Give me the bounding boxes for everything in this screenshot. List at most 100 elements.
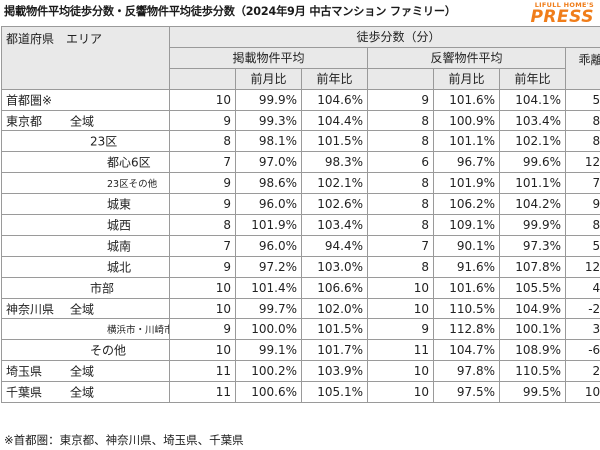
inquiry-walk-cell: 11 xyxy=(367,339,434,362)
listed-mom-cell: 98.6% xyxy=(235,172,302,195)
listed-walk-cell: 10 xyxy=(169,276,236,299)
inquiry-walk-cell: 8 xyxy=(367,214,434,236)
inquiry-mom-cell: 97.5% xyxy=(433,381,500,404)
area-label: 市部 xyxy=(90,281,115,296)
gap-rate-cell: 12.4% xyxy=(564,255,600,278)
region-cell: 城東 xyxy=(1,193,170,216)
listed-yoy-cell: 103.4% xyxy=(301,214,368,236)
gap-rate-cell: 8.3% xyxy=(564,130,600,153)
listed-walk-cell: 10 xyxy=(169,88,236,111)
listed-walk-cell: 11 xyxy=(169,360,236,383)
inquiry-walk-cell: 8 xyxy=(367,255,434,278)
listed-walk-cell: 8 xyxy=(169,214,236,236)
region-cell: 埼玉県 全域 xyxy=(1,360,170,383)
gap-rate-cell: 7.5% xyxy=(564,172,600,195)
gap-rate-cell: -6.1% xyxy=(564,339,600,362)
logo-top: LIFULL HOME'S xyxy=(534,1,594,9)
inquiry-mom-cell: 106.2% xyxy=(433,193,500,216)
prefecture-label: 埼玉県 xyxy=(6,364,43,379)
inquiry-walk-cell: 10 xyxy=(367,381,434,404)
gap-rate-cell: 9.6% xyxy=(564,193,600,216)
subarea-label: 23区その他 xyxy=(107,179,158,191)
gap-rate-cell: 8.6% xyxy=(564,214,600,236)
inquiry-yoy-cell: 99.5% xyxy=(499,381,566,404)
listed-yoy-cell: 101.7% xyxy=(301,339,368,362)
inquiry-mom-cell: 90.1% xyxy=(433,234,500,257)
listed-mom-cell: 101.4% xyxy=(235,276,302,299)
listed-yoy-cell: 102.6% xyxy=(301,193,368,216)
inquiry-mom-cell: 101.6% xyxy=(433,276,500,299)
header-mom-2: 前月比 xyxy=(433,67,500,90)
listed-yoy-cell: 104.4% xyxy=(301,109,368,132)
listed-yoy-cell: 105.1% xyxy=(301,381,368,404)
subarea-label: 城北 xyxy=(107,260,132,275)
area-label: 全域 xyxy=(70,385,95,400)
gap-rate-cell: -2.9% xyxy=(564,297,600,320)
listed-yoy-cell: 102.1% xyxy=(301,172,368,195)
brand-logo: LIFULL HOME'S PRESS xyxy=(530,1,594,26)
header-walk: 徒歩分数（分） xyxy=(168,26,600,48)
prefecture-label: 首都圏※ xyxy=(6,93,53,108)
listed-yoy-cell: 103.0% xyxy=(301,255,368,278)
inquiry-yoy-cell: 99.9% xyxy=(499,214,566,236)
listed-mom-cell: 97.2% xyxy=(235,255,302,278)
header-mom: 前月比 xyxy=(235,67,302,90)
listed-walk-cell: 11 xyxy=(169,381,236,404)
table-row: 城北 997.2%103.0%891.6%107.8%12.4% xyxy=(1,255,600,278)
gap-rate-cell: 5.6% xyxy=(564,234,600,257)
header-inquiry: 反響物件平均 xyxy=(367,46,566,69)
gap-rate-cell: 8.4% xyxy=(564,109,600,132)
inquiry-mom-cell: 101.6% xyxy=(433,88,500,111)
listed-walk-cell: 9 xyxy=(169,318,236,341)
inquiry-walk-cell: 8 xyxy=(367,193,434,216)
inquiry-yoy-cell: 104.1% xyxy=(499,88,566,111)
region-cell: 城北 xyxy=(1,255,170,278)
area-label: 23区 xyxy=(90,134,118,149)
inquiry-mom-cell: 91.6% xyxy=(433,255,500,278)
subarea-label: 城西 xyxy=(107,218,132,233)
inquiry-yoy-cell: 101.1% xyxy=(499,172,566,195)
listed-walk-cell: 9 xyxy=(169,193,236,216)
inquiry-mom-cell: 100.9% xyxy=(433,109,500,132)
header-listed: 掲載物件平均 xyxy=(169,46,368,69)
listed-walk-cell: 8 xyxy=(169,130,236,153)
region-cell: 23区その他 xyxy=(1,172,170,195)
subarea-label: 都心6区 xyxy=(107,155,151,170)
prefecture-label: 東京都 xyxy=(6,114,43,128)
gap-rate-cell: 4.8% xyxy=(564,276,600,299)
region-cell: 千葉県 全域 xyxy=(1,381,170,404)
inquiry-mom-cell: 101.9% xyxy=(433,172,500,195)
prefecture-label: 千葉県 xyxy=(6,385,43,400)
inquiry-walk-cell: 8 xyxy=(367,109,434,132)
gap-rate-cell: 12.1% xyxy=(564,151,600,174)
inquiry-yoy-cell: 110.5% xyxy=(499,360,566,383)
subarea-label: 城東 xyxy=(107,197,132,212)
gap-rate-cell: 5.3% xyxy=(564,88,600,111)
region-cell: 神奈川県 全域 xyxy=(1,297,170,320)
listed-walk-cell: 7 xyxy=(169,234,236,257)
inquiry-yoy-cell: 97.3% xyxy=(499,234,566,257)
listed-mom-cell: 99.1% xyxy=(235,339,302,362)
inquiry-walk-cell: 7 xyxy=(367,234,434,257)
header-blank-2 xyxy=(367,67,434,90)
inquiry-walk-cell: 10 xyxy=(367,276,434,299)
inquiry-mom-cell: 97.8% xyxy=(433,360,500,383)
region-cell: 首都圏※ xyxy=(1,88,170,111)
listed-walk-cell: 9 xyxy=(169,172,236,195)
inquiry-walk-cell: 10 xyxy=(367,360,434,383)
walk-time-table: 都道府県 エリア 徒歩分数（分） 掲載物件平均 反響物件平均 乖離率 前月比 前… xyxy=(1,26,600,404)
listed-walk-cell: 9 xyxy=(169,255,236,278)
footnote: ※首都圏：東京都、神奈川県、埼玉県、千葉県 xyxy=(4,433,244,447)
listed-mom-cell: 96.0% xyxy=(235,193,302,216)
area-label: その他 xyxy=(90,343,127,358)
inquiry-walk-cell: 9 xyxy=(367,88,434,111)
